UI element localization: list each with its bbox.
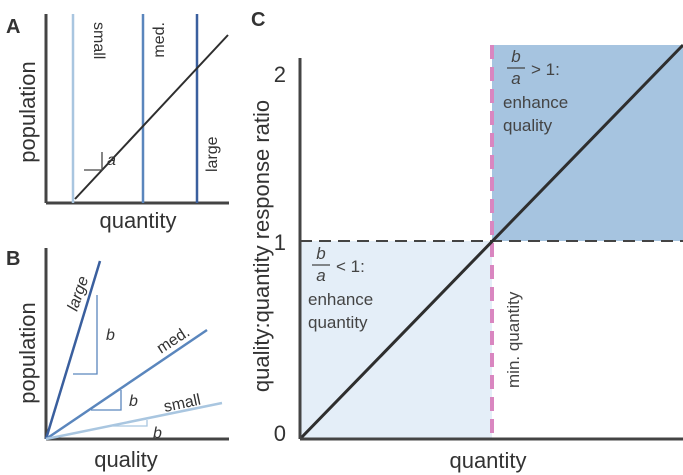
panel-b-small-triangle [113,420,148,427]
panel-c-ytick-2: 2 [274,62,286,87]
panel-b-x-label: quality [94,447,158,472]
panel-a-large-label: large [204,136,221,172]
panel-b-large-label: large [65,274,93,313]
panel-b: B b b b large med. small quality populat… [6,248,229,472]
upper-fraction-denominator: a [511,69,520,88]
panel-b-small-slope-label: b [153,425,162,442]
lower-condition: < 1: [336,257,365,276]
panel-b-y-label: population [15,302,40,404]
panel-c-x-label: quantity [449,448,526,473]
panel-c-lower-annotation: b a < 1: enhance quantity [308,244,373,332]
panel-a-y-label: population [15,61,40,163]
upper-condition: > 1: [531,60,560,79]
upper-line2: quality [503,116,553,135]
panel-a: A a small med. large quantity population [6,14,229,233]
panel-c-letter: C [251,9,265,31]
panel-b-small-line [45,401,223,441]
panel-a-population-line [74,34,229,200]
panel-c-ratio-line [298,43,683,441]
panel-a-x-label: quantity [99,208,176,233]
panel-a-med-label: med. [151,22,168,58]
panel-b-small-label: small [162,392,202,416]
panel-c: C 2 1 0 b a > 1: enhance quality b a < 1… [249,9,683,473]
panel-b-letter: B [6,248,20,270]
panel-c-ytick-0: 0 [274,421,286,446]
panel-b-large-line [44,260,102,440]
panel-c-ytick-1: 1 [274,230,286,255]
panel-c-vline-label: min. quantity [504,291,523,388]
panel-a-slope-triangle [84,152,103,171]
panel-c-y-label: quality:quantity response ratio [249,100,274,392]
upper-fraction-numerator: b [511,47,520,66]
lower-line1: enhance [308,290,373,309]
panel-b-med-triangle [91,390,122,411]
upper-line1: enhance [503,93,568,112]
panel-b-med-line [45,328,208,441]
lower-fraction-denominator: a [316,266,325,285]
panel-b-large-slope-label: b [106,327,115,344]
lower-fraction-numerator: b [316,244,325,263]
panel-a-small-label: small [90,22,107,59]
panel-b-med-slope-label: b [129,393,138,410]
panel-a-letter: A [6,16,20,38]
lower-line2: quantity [308,313,368,332]
panel-a-slope-label: a [107,152,116,169]
panel-c-upper-annotation: b a > 1: enhance quality [503,47,568,135]
panel-b-large-triangle [73,295,98,375]
